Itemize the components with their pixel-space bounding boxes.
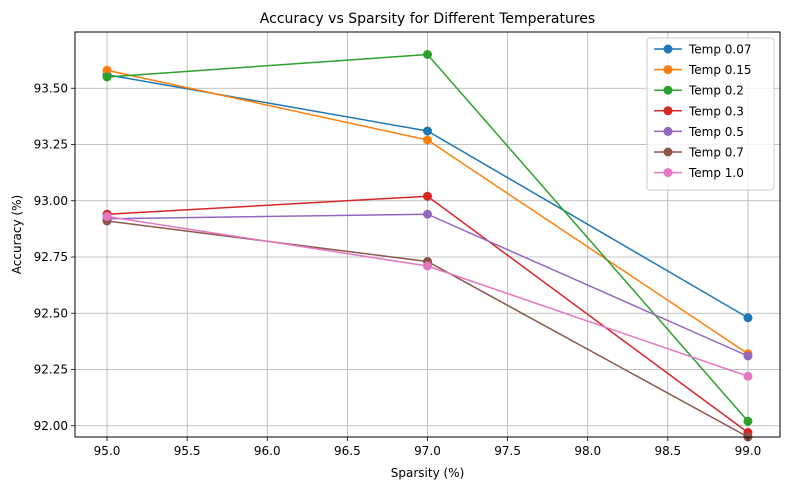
data-point [743,416,753,426]
data-point [423,126,432,136]
x-tick-label: 95.5 [174,444,201,458]
data-point [423,135,432,145]
x-tick-label: 98.5 [654,444,681,458]
legend-item: Temp 0.7 [654,146,744,160]
data-point [423,191,432,201]
series-2 [102,50,753,426]
data-point [743,351,753,361]
data-point [102,65,112,75]
legend-item: Temp 0.15 [654,63,752,77]
legend-item: Temp 1.0 [654,166,744,180]
data-point [423,209,432,219]
legend-label: Temp 0.5 [688,125,744,139]
legend: Temp 0.07 Temp 0.15 Temp 0.2 Temp 0.3 Temp 0… [646,37,775,191]
x-tick-label: 97.5 [494,444,521,458]
x-tick-label: 96.0 [254,444,281,458]
legend-marker [663,44,673,54]
legend-label: Temp 0.3 [688,104,744,118]
y-tick-label: 93.00 [34,194,68,208]
series-group [102,50,753,442]
data-point [423,261,432,271]
legend-label: Temp 0.07 [688,43,752,57]
legend-item: Temp 0.5 [654,125,744,139]
x-axis-label: Sparsity (%) [391,466,465,480]
legend-label: Temp 0.2 [688,84,744,98]
x-tick-label: 95.0 [94,444,121,458]
chart-title: Accuracy vs Sparsity for Different Tempe… [260,11,595,27]
y-axis-label: Accuracy (%) [10,195,24,274]
legend-marker [663,126,673,136]
x-tick-label: 98.0 [574,444,601,458]
legend-label: Temp 1.0 [688,166,744,180]
y-tick-label: 92.75 [34,250,68,264]
x-axis-ticks: 95.0 95.5 96.0 96.5 97.0 97.5 98.0 98.5 99.0 [94,437,762,458]
data-point [743,371,753,381]
legend-marker [663,106,673,116]
legend-marker [663,147,673,157]
legend-label: Temp 0.15 [688,63,752,77]
legend-marker [663,168,673,178]
legend-marker [663,65,673,75]
legend-item: Temp 0.3 [654,104,744,118]
y-axis-ticks: 92.00 92.25 92.50 92.75 93.00 93.25 93.50 [34,81,75,433]
x-tick-label: 99.0 [735,444,762,458]
legend-label: Temp 0.7 [688,146,744,160]
x-tick-label: 96.5 [334,444,361,458]
y-tick-label: 92.25 [34,363,68,377]
data-point [423,50,432,59]
y-tick-label: 93.25 [34,138,68,152]
y-tick-label: 93.50 [34,81,68,95]
y-tick-label: 92.50 [34,306,68,320]
x-tick-label: 97.0 [414,444,441,458]
legend-item: Temp 0.07 [654,43,752,57]
legend-marker [663,85,673,95]
y-tick-label: 92.00 [34,419,68,433]
data-point [743,313,753,323]
legend-item: Temp 0.2 [654,84,744,98]
series-6 [102,212,753,381]
data-point [102,212,112,221]
data-point [102,72,112,82]
